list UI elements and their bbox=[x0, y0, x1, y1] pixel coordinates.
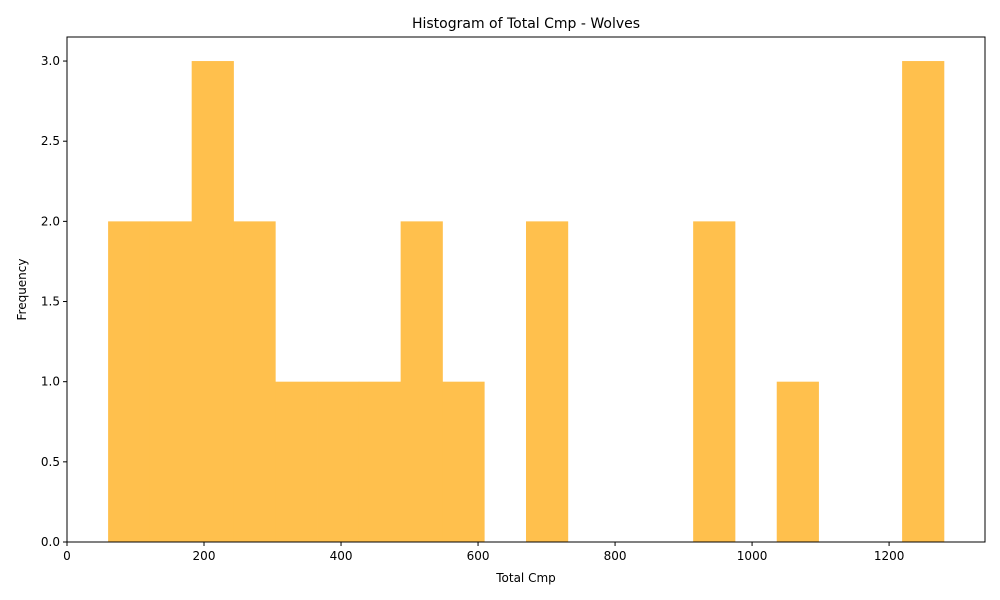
x-tick-label: 0 bbox=[63, 549, 71, 563]
histogram-bar-14 bbox=[693, 221, 736, 542]
y-axis-ticks: 0.0 0.5 1.0 1.5 2.0 2.5 3.0 bbox=[41, 54, 67, 549]
y-tick-label: 2.5 bbox=[41, 134, 60, 148]
plot-frame bbox=[66, 36, 986, 543]
y-tick-label: 2.0 bbox=[41, 214, 60, 228]
histogram-bar-6 bbox=[358, 381, 402, 542]
histogram-bar-3 bbox=[233, 221, 276, 542]
y-tick-label: 0.5 bbox=[41, 455, 60, 469]
x-tick-label: 1200 bbox=[874, 549, 905, 563]
x-axis-label: Total Cmp bbox=[495, 571, 556, 585]
histogram-bar-5 bbox=[317, 381, 360, 542]
y-tick-label: 1.0 bbox=[41, 375, 60, 389]
x-tick-label: 1000 bbox=[737, 549, 768, 563]
histogram-bar-16 bbox=[776, 381, 819, 542]
y-tick-label: 0.0 bbox=[41, 535, 60, 549]
histogram-bar-0 bbox=[108, 221, 151, 542]
y-tick-label: 1.5 bbox=[41, 295, 60, 309]
histogram-bar-4 bbox=[275, 381, 318, 542]
x-tick-label: 200 bbox=[193, 549, 216, 563]
histogram-bar-19 bbox=[902, 61, 945, 543]
histogram-bar-8 bbox=[442, 381, 485, 542]
histogram-bar-2 bbox=[191, 61, 234, 543]
y-tick-label: 3.0 bbox=[41, 54, 60, 68]
histogram-bar-1 bbox=[149, 221, 193, 542]
x-axis-ticks: 0 200 400 600 800 1000 1200 bbox=[63, 542, 904, 563]
chart-title: Histogram of Total Cmp - Wolves bbox=[412, 16, 640, 32]
x-tick-label: 600 bbox=[467, 549, 490, 563]
histogram-bars bbox=[108, 61, 945, 543]
histogram-bar-7 bbox=[400, 221, 443, 542]
x-tick-label: 400 bbox=[330, 549, 353, 563]
histogram-bar-10 bbox=[526, 221, 569, 542]
x-tick-label: 800 bbox=[604, 549, 627, 563]
y-axis-label: Frequency bbox=[15, 259, 29, 321]
